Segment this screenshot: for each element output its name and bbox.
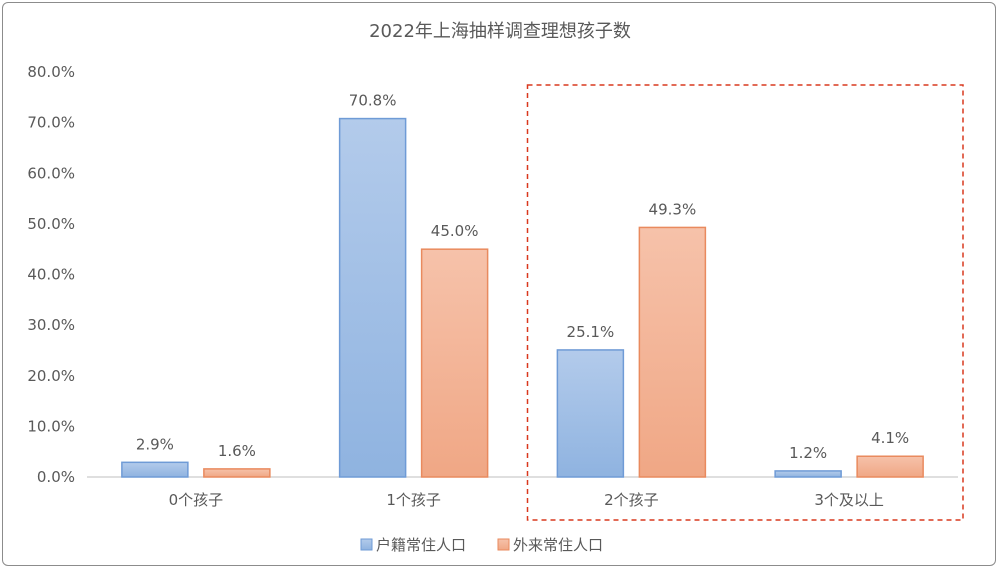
data-label: 1.2% bbox=[789, 444, 827, 462]
bar-huji-3 bbox=[774, 470, 842, 478]
y-tick-label: 10.0% bbox=[27, 417, 75, 435]
y-tick-label: 30.0% bbox=[27, 316, 75, 334]
y-tick-label: 0.0% bbox=[37, 468, 75, 486]
data-label: 49.3% bbox=[649, 200, 697, 218]
data-label: 4.1% bbox=[871, 429, 909, 447]
x-tick-label: 1个孩子 bbox=[386, 491, 441, 509]
bar-huji-0 bbox=[121, 461, 189, 478]
data-label: 1.6% bbox=[218, 442, 256, 460]
bar-wailai-1 bbox=[420, 248, 489, 478]
x-tick-label: 3个及以上 bbox=[814, 491, 884, 509]
y-tick-label: 60.0% bbox=[27, 164, 75, 182]
bar-wailai-3 bbox=[856, 455, 924, 478]
data-label: 25.1% bbox=[567, 323, 615, 341]
bar-huji-2 bbox=[556, 349, 625, 478]
legend-label: 户籍常住人口 bbox=[376, 536, 466, 554]
legend-label: 外来常住人口 bbox=[513, 536, 603, 554]
y-tick-label: 20.0% bbox=[27, 367, 75, 385]
x-axis: 0个孩子 1个孩子 2个孩子 3个及以上 bbox=[169, 491, 884, 509]
x-tick-label: 0个孩子 bbox=[169, 491, 224, 509]
y-tick-label: 80.0% bbox=[27, 63, 75, 81]
legend: 户籍常住人口 外来常住人口 bbox=[360, 536, 603, 554]
bar-wailai-0 bbox=[203, 468, 271, 478]
legend-swatch bbox=[497, 538, 510, 551]
bars: 2.9% 1.6% 70.8% 45.0% 25.1% 49.3% 1.2% 4.1% bbox=[121, 92, 924, 478]
data-label: 70.8% bbox=[349, 92, 397, 110]
highlight-box bbox=[526, 84, 964, 521]
bar-wailai-2 bbox=[638, 226, 707, 478]
y-tick-label: 40.0% bbox=[27, 266, 75, 284]
y-axis: 0.0% 10.0% 20.0% 30.0% 40.0% 50.0% 60.0% 70.0% 8… bbox=[27, 63, 75, 486]
legend-swatch bbox=[360, 538, 373, 551]
y-tick-label: 50.0% bbox=[27, 215, 75, 233]
x-tick-label: 2个孩子 bbox=[604, 491, 659, 509]
data-label: 2.9% bbox=[136, 435, 174, 453]
y-tick-label: 70.0% bbox=[27, 114, 75, 132]
bar-huji-1 bbox=[338, 117, 407, 478]
data-label: 45.0% bbox=[431, 222, 479, 240]
chart-title: 2022年上海抽样调查理想孩子数 bbox=[369, 21, 631, 42]
